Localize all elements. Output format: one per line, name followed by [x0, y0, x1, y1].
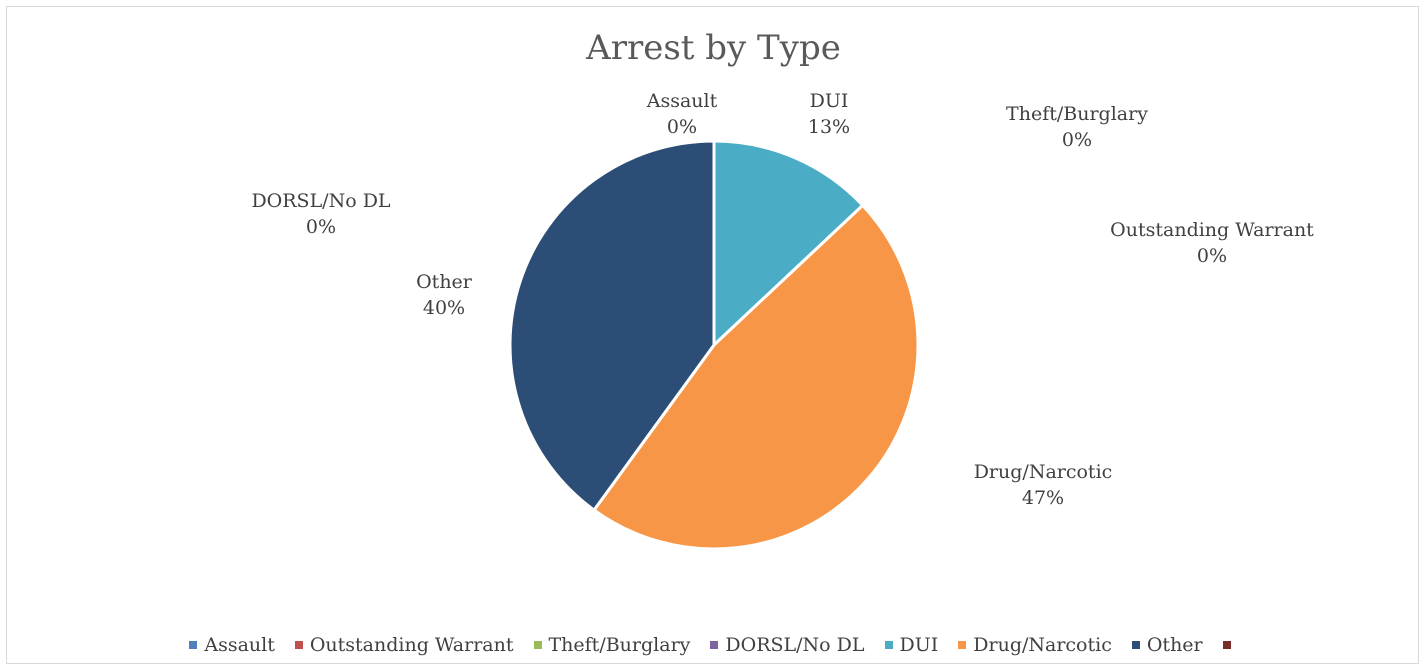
legend-swatch: [1131, 641, 1140, 649]
legend-label: Other: [1146, 634, 1203, 656]
legend-item-drug-narcotic: Drug/Narcotic: [958, 634, 1112, 656]
legend-label: Drug/Narcotic: [973, 634, 1112, 656]
legend-item-outstanding-warrant: Outstanding Warrant: [294, 634, 514, 656]
data-label-outstanding-warrant: Outstanding Warrant 0%: [1110, 219, 1314, 267]
data-label-drug-narcotic: Drug/Narcotic 47%: [974, 461, 1113, 509]
legend-item-dui: DUI: [884, 634, 939, 656]
legend-swatch: [189, 641, 198, 649]
data-label-category: Other: [416, 271, 473, 293]
legend-swatch: [884, 641, 893, 649]
legend-item-other: Other: [1131, 634, 1203, 656]
data-label-assault: Assault 0%: [646, 90, 718, 138]
legend-swatch: [1222, 641, 1231, 649]
data-label-dorsl-no-dl: DORSL/No DL 0%: [251, 190, 390, 238]
data-label-category: Assault: [646, 90, 718, 112]
data-label-category: DORSL/No DL: [251, 190, 390, 212]
data-label-dui: DUI 13%: [808, 90, 850, 138]
data-label-category: Theft/Burglary: [1006, 103, 1148, 125]
legend-swatch: [533, 641, 542, 649]
data-label-category: Drug/Narcotic: [974, 461, 1113, 483]
pie-slice-drug-narcotic: [591, 203, 920, 551]
data-label-theft-burglary: Theft/Burglary 0%: [1006, 103, 1148, 151]
legend-label: Assault: [204, 634, 275, 656]
legend-swatch: [710, 641, 719, 649]
legend: Assault Outstanding Warrant Theft/Burglary…: [0, 634, 1427, 656]
legend-label: Theft/Burglary: [548, 634, 691, 656]
legend-label: Outstanding Warrant: [309, 634, 514, 656]
legend-item-theft-burglary: Theft/Burglary: [533, 634, 691, 656]
legend-swatch: [294, 641, 303, 649]
legend-item-assault: Assault: [189, 634, 275, 656]
data-label-percent: 13%: [808, 116, 850, 138]
data-label-percent: 0%: [306, 216, 336, 238]
data-label-percent: 0%: [1197, 245, 1227, 267]
data-label-category: DUI: [810, 90, 849, 112]
legend-label: DUI: [899, 634, 939, 656]
legend-swatch: [958, 641, 967, 649]
data-label-percent: 0%: [1062, 129, 1092, 151]
data-label-category: Outstanding Warrant: [1110, 219, 1314, 241]
pie-slice-dui: [712, 139, 865, 349]
data-label-percent: 40%: [423, 297, 465, 319]
legend-item-series-7: [1222, 641, 1238, 649]
data-label-percent: 0%: [667, 116, 697, 138]
pie-slice-other: [508, 139, 716, 513]
data-label-other: Other 40%: [416, 271, 473, 319]
legend-item-dorsl-no-dl: DORSL/No DL: [710, 634, 865, 656]
data-label-percent: 47%: [1022, 487, 1064, 509]
chart-title: Arrest by Type: [586, 28, 841, 68]
legend-label: DORSL/No DL: [725, 634, 865, 656]
